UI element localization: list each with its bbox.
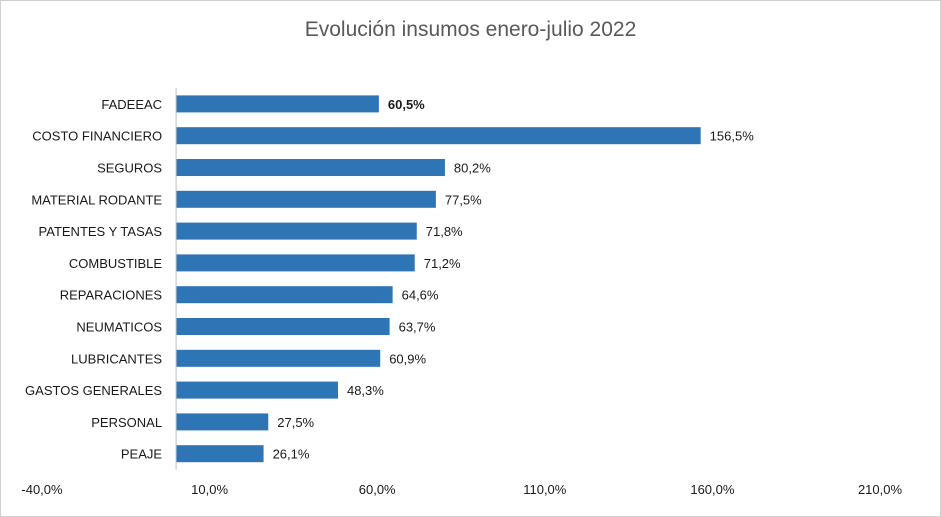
category-label-patentes-y-tasas: PATENTES Y TASAS	[39, 224, 163, 239]
value-label-material-rodante: 77,5%	[445, 192, 482, 207]
category-label-costo-financiero: COSTO FINANCIERO	[32, 129, 162, 144]
x-tick-label: 210,0%	[858, 482, 903, 497]
category-label-neumaticos: NEUMATICOS	[76, 320, 162, 335]
bar-neumaticos	[176, 318, 390, 335]
value-label-patentes-y-tasas: 71,8%	[426, 224, 463, 239]
category-label-reparaciones: REPARACIONES	[60, 288, 163, 303]
bar-peaje	[176, 445, 264, 463]
x-tick-label: 110,0%	[523, 482, 567, 497]
value-label-personal: 27,5%	[277, 415, 314, 430]
value-label-lubricantes: 60,9%	[389, 351, 426, 366]
category-label-lubricantes: LUBRICANTES	[71, 351, 162, 366]
category-label-peaje: PEAJE	[121, 447, 163, 462]
bar-patentes-y-tasas	[176, 222, 417, 240]
value-label-reparaciones: 64,6%	[402, 288, 439, 303]
chart-title: Evolución insumos enero-julio 2022	[304, 18, 637, 41]
value-label-seguros: 80,2%	[454, 161, 491, 176]
category-label-fadeeac: FADEEAC	[101, 97, 162, 112]
bar-gastos-generales	[176, 381, 338, 399]
bar-costo-financiero	[176, 127, 701, 145]
bar-fadeeac	[176, 95, 379, 113]
category-label-combustible: COMBUSTIBLE	[69, 256, 163, 271]
category-label-material-rodante: MATERIAL RODANTE	[31, 192, 162, 207]
category-label-personal: PERSONAL	[91, 415, 162, 430]
bar-lubricantes	[176, 349, 381, 367]
x-tick-label: -40,0%	[21, 482, 63, 497]
x-tick-label: 160,0%	[690, 482, 735, 497]
value-label-peaje: 26,1%	[273, 447, 310, 462]
x-tick-label: 60,0%	[359, 482, 396, 497]
category-label-seguros: SEGUROS	[97, 161, 162, 176]
bar-combustible	[176, 254, 415, 272]
bar-personal	[176, 413, 269, 431]
value-label-fadeeac: 60,5%	[388, 97, 425, 112]
value-label-gastos-generales: 48,3%	[347, 383, 384, 398]
value-label-combustible: 71,2%	[424, 256, 461, 271]
value-label-costo-financiero: 156,5%	[710, 129, 755, 144]
x-tick-label: 10,0%	[191, 482, 228, 497]
category-label-gastos-generales: GASTOS GENERALES	[25, 383, 162, 398]
bar-material-rodante	[176, 190, 436, 208]
value-label-neumaticos: 63,7%	[399, 320, 436, 335]
bar-reparaciones	[176, 286, 393, 304]
bar-seguros	[176, 159, 445, 176]
